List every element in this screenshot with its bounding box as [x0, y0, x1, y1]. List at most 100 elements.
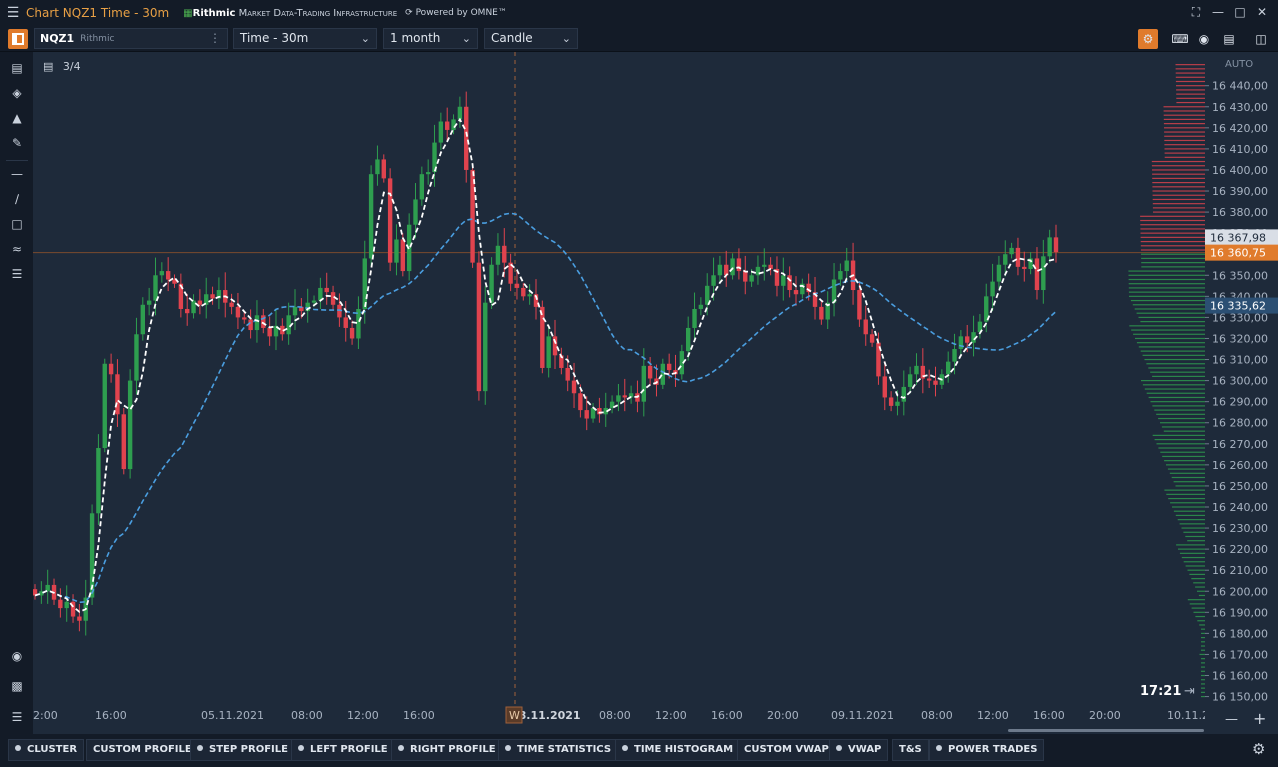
keyboard-icon[interactable]: ⌨	[1171, 32, 1189, 46]
time-tick-label: 05.11.2021	[201, 709, 264, 722]
candle-body	[102, 363, 107, 449]
tab-step-profile[interactable]: STEP PROFILE	[190, 739, 295, 761]
volume-profile-bar	[1201, 649, 1205, 651]
zoom-out-icon[interactable]: —	[1225, 712, 1238, 727]
slow-moving-average-line	[34, 212, 1057, 604]
template-icon[interactable]: ☰	[11, 267, 23, 281]
candle	[178, 273, 184, 318]
volume-profile-bar	[1201, 662, 1205, 664]
chart-plot-area[interactable]: 17:21 ⇥ ▤ 3/4	[33, 52, 1205, 705]
trend-line-icon[interactable]: ∕	[14, 192, 20, 206]
volume-profile-bar	[1140, 219, 1205, 222]
tab-power-trades[interactable]: POWER TRADES	[929, 739, 1045, 761]
tab-custom-vwap[interactable]: CUSTOM VWAP	[737, 739, 836, 761]
time-axis[interactable]: 2:00 16:00 05.11.2021 08:00 12:00 16:00 08.11.…	[33, 705, 1205, 734]
candle	[191, 294, 196, 319]
candle-body	[419, 174, 425, 200]
candlestick-chart[interactable]: 17:21 ⇥	[33, 52, 1205, 705]
volume-profile-bar	[1141, 380, 1205, 382]
candle-body	[502, 245, 507, 263]
volume-profile-bar	[1132, 304, 1205, 306]
candle	[1015, 237, 1021, 276]
tab-left-profile[interactable]: LEFT PROFILE	[291, 739, 395, 761]
horizontal-line-icon[interactable]: —	[11, 167, 23, 181]
dom-link-icon[interactable]: ⚙	[1138, 29, 1158, 49]
period-dropdown[interactable]: 1 month ⌄	[383, 28, 478, 49]
layers-icon[interactable]: ◈	[12, 86, 22, 100]
alerts-icon[interactable]: ▲	[12, 111, 22, 125]
tab-time-and-sales[interactable]: T&S	[892, 739, 929, 761]
time-scale[interactable]: 2:00 16:00 05.11.2021 08:00 12:00 16:00 08.11.…	[33, 705, 1205, 734]
candle-body	[77, 616, 82, 621]
volume-profile-bar	[1201, 645, 1205, 647]
candle	[96, 434, 101, 525]
close-icon[interactable]: ✕	[1256, 5, 1268, 19]
fullscreen-icon[interactable]: ⛶	[1191, 5, 1201, 19]
fibonacci-icon[interactable]: ≈	[11, 242, 23, 256]
volume-profile-bar	[1160, 451, 1205, 453]
candle	[115, 359, 120, 427]
list-icon[interactable]: ☰	[11, 710, 23, 724]
sidebar-toggle-button[interactable]	[8, 29, 28, 49]
status-dot	[622, 745, 628, 751]
price-tick-label: 16 400,00	[1212, 164, 1268, 177]
time-tick-label: 20:00	[1089, 709, 1121, 722]
candle	[958, 330, 964, 355]
candle-body	[146, 300, 152, 305]
symbol-selector[interactable]: NQZ1 Rithmic ⋮	[34, 28, 228, 49]
candle	[64, 585, 69, 622]
price-tick-label: 16 160,00	[1212, 670, 1268, 683]
volume-profile-bar	[1201, 636, 1205, 639]
indicators-icon[interactable]: ▤	[11, 61, 23, 75]
more-options-icon[interactable]: ⋮	[209, 31, 221, 45]
tab-time-histogram[interactable]: TIME HISTOGRAM	[615, 739, 741, 761]
candle-body	[812, 292, 818, 307]
candle-body	[235, 306, 241, 318]
candle	[603, 392, 608, 427]
candle-body	[483, 302, 488, 392]
candle-body	[381, 159, 386, 179]
panel-toggle-icon[interactable]: ◫	[1255, 32, 1267, 46]
tab-cluster[interactable]: CLUSTER	[8, 739, 85, 761]
candle-body	[191, 300, 196, 314]
hamburger-icon[interactable]: ☰	[6, 5, 20, 21]
chart-type-dropdown[interactable]: Candle ⌄	[484, 28, 578, 49]
candle-body	[172, 279, 177, 284]
candle-body	[387, 178, 393, 263]
volume-profile-bar	[1201, 632, 1205, 634]
tab-right-profile[interactable]: RIGHT PROFILE	[391, 739, 503, 761]
rectangle-icon[interactable]: □	[11, 217, 23, 231]
volume-profile-bar	[1176, 101, 1205, 104]
volume-profile-bar	[1134, 308, 1205, 310]
time-tick-label: 16:00	[403, 709, 435, 722]
gear-icon[interactable]: ⚙	[1252, 740, 1266, 758]
price-axis[interactable]: AUTO 16 440,00 16 430,00 16 420,00 16 410,00…	[1205, 52, 1278, 705]
ruler-icon[interactable]: ✎	[11, 136, 23, 150]
eye-icon[interactable]: ◉	[11, 649, 23, 663]
tab-vwap[interactable]: VWAP	[829, 739, 889, 761]
status-dot	[398, 745, 404, 751]
candle	[863, 305, 868, 346]
last-price-tag-label: 16 360,75	[1210, 247, 1266, 260]
restore-icon[interactable]: □	[1234, 5, 1246, 19]
price-scale[interactable]: AUTO 16 440,00 16 430,00 16 420,00 16 410,00…	[1205, 52, 1278, 705]
volume-profile-bar	[1142, 384, 1205, 386]
indicator-tabs-bar: CLUSTER CUSTOM PROFILE STEP PROFILE LEFT…	[0, 734, 1278, 767]
candle-body	[521, 287, 526, 297]
indicator-counter[interactable]: ▤ 3/4	[43, 60, 81, 73]
candle-body	[628, 393, 634, 398]
zoom-in-icon[interactable]: +	[1253, 709, 1267, 728]
candle-body	[39, 591, 44, 596]
tab-time-statistics[interactable]: TIME STATISTICS	[498, 739, 619, 761]
mouse-icon[interactable]: ◉	[1198, 32, 1210, 46]
timeframe-dropdown[interactable]: Time - 30m ⌄	[233, 28, 377, 49]
candle-body	[838, 271, 843, 280]
volume-profile-bar	[1162, 455, 1205, 458]
templates-icon[interactable]: ▤	[1223, 32, 1235, 46]
minimize-icon[interactable]: —	[1212, 5, 1224, 19]
trash-icon[interactable]: ▩	[11, 679, 23, 693]
candle-body	[115, 374, 120, 415]
tab-custom-profile[interactable]: CUSTOM PROFILE	[86, 739, 199, 761]
volume-profile-bar	[1168, 497, 1205, 500]
candle	[102, 358, 107, 453]
